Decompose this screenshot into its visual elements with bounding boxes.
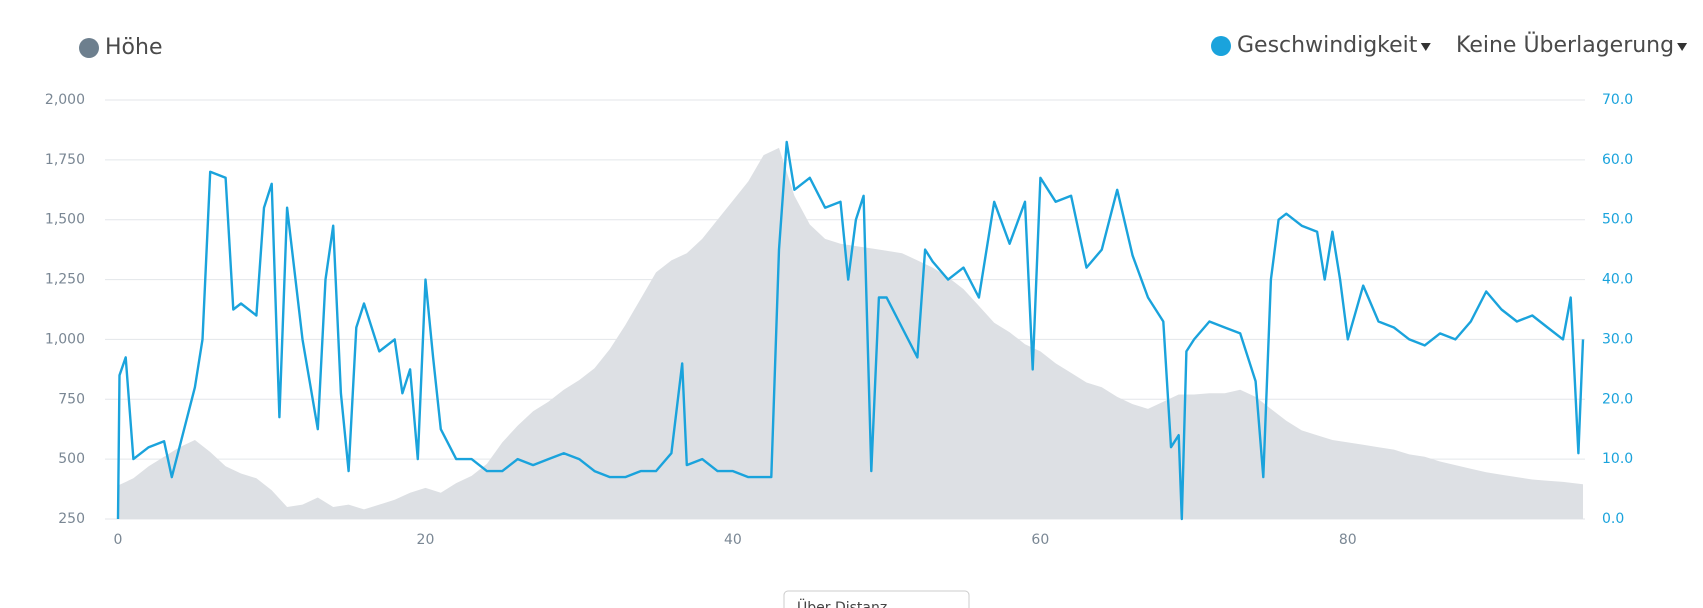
y-tick-label: 500 xyxy=(58,451,85,467)
y-tick-label: 1,000 xyxy=(45,331,85,347)
y2-tick-label: 20.0 xyxy=(1602,391,1633,407)
y2-tick-label: 50.0 xyxy=(1602,212,1633,228)
plot xyxy=(116,140,1585,521)
dropdown-arrow xyxy=(1677,43,1688,51)
y-tick-label: 750 xyxy=(58,391,85,407)
x-tick-label: 80 xyxy=(1339,532,1357,548)
elevation-area xyxy=(118,147,1583,519)
legend-dropdown[interactable]: Geschwindigkeit xyxy=(1237,33,1418,58)
axes: 250 500 750 1,000 1,250 1,500 1,750 2,000 0.0 10.… xyxy=(45,92,1633,548)
y-tick-label: 1,500 xyxy=(45,212,85,228)
x-tick-label: 20 xyxy=(417,532,435,548)
legend-dot xyxy=(1211,36,1231,56)
y2-tick-label: 40.0 xyxy=(1602,272,1633,288)
select-box[interactable] xyxy=(783,590,970,608)
legend-label[interactable]: Höhe xyxy=(105,35,162,60)
overlay-dropdown[interactable]: Keine Überlagerung xyxy=(1456,32,1674,58)
y2-tick-label: 70.0 xyxy=(1602,92,1633,108)
legend-dot xyxy=(79,38,99,58)
y2-tick-label: 30.0 xyxy=(1602,331,1633,347)
y-tick-label: 1,750 xyxy=(45,152,85,168)
dropdown-arrow xyxy=(1420,43,1431,51)
legend: Höhe Geschwindigkeit Keine Überlagerung xyxy=(79,32,1688,60)
speed-line xyxy=(116,140,1585,521)
select-label[interactable]: Über Distanz xyxy=(797,598,887,608)
x-tick-label: 60 xyxy=(1031,532,1049,548)
y2-tick-label: 0.0 xyxy=(1602,511,1624,527)
y2-tick-label: 60.0 xyxy=(1602,152,1633,168)
x-tick-label: 0 xyxy=(114,532,123,548)
x-tick-label: 40 xyxy=(724,532,742,548)
y2-tick-label: 10.0 xyxy=(1602,451,1633,467)
y-tick-label: 250 xyxy=(58,511,85,527)
y-tick-label: 1,250 xyxy=(45,272,85,288)
y-tick-label: 2,000 xyxy=(45,92,85,108)
